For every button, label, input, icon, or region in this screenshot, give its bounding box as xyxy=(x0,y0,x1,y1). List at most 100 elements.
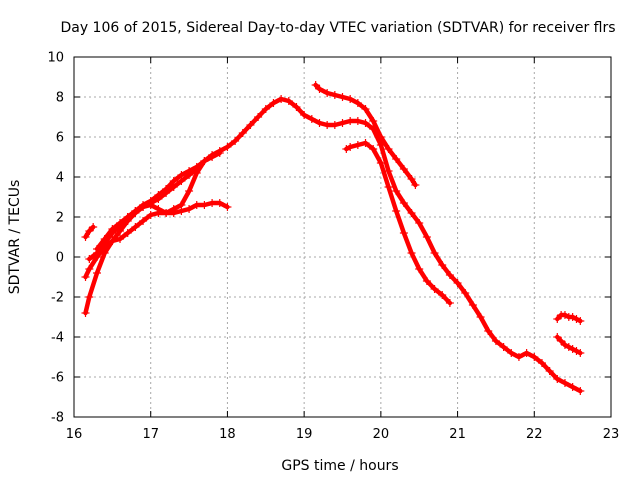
data-point xyxy=(568,345,577,353)
data-point xyxy=(284,97,293,105)
y-tick-label: -2 xyxy=(51,291,64,306)
data-point xyxy=(85,255,94,263)
data-point xyxy=(461,289,470,297)
data-point xyxy=(223,203,232,211)
data-point xyxy=(89,223,98,231)
data-point xyxy=(415,265,424,273)
data-point xyxy=(208,199,217,207)
data-point xyxy=(564,343,573,351)
data-point xyxy=(292,103,301,111)
series-arc-3 xyxy=(81,165,201,317)
data-point xyxy=(192,201,201,209)
y-tick-label: -6 xyxy=(51,371,64,386)
data-point xyxy=(162,209,171,217)
data-point xyxy=(177,171,186,179)
x-tick-label: 22 xyxy=(526,427,543,442)
data-point xyxy=(353,117,362,125)
data-point xyxy=(576,317,585,325)
data-point xyxy=(553,333,562,341)
data-point xyxy=(415,219,424,227)
y-tick-label: 10 xyxy=(47,51,64,66)
data-point xyxy=(154,205,163,213)
data-point xyxy=(438,261,447,269)
data-point xyxy=(384,145,393,153)
data-point xyxy=(116,235,125,243)
data-point xyxy=(330,91,339,99)
data-point xyxy=(93,245,102,253)
data-point xyxy=(81,233,90,241)
data-point xyxy=(108,225,117,233)
data-point xyxy=(376,159,385,167)
series-arc-9 xyxy=(553,333,585,357)
data-point xyxy=(346,143,355,151)
data-point xyxy=(522,349,531,357)
series-arc-6 xyxy=(311,81,420,189)
data-point xyxy=(491,337,500,345)
data-point xyxy=(185,187,194,195)
data-point xyxy=(346,95,355,103)
data-point xyxy=(430,249,439,257)
y-tick-label: -8 xyxy=(51,411,64,426)
data-point xyxy=(560,379,569,387)
data-point xyxy=(330,121,339,129)
data-point xyxy=(576,387,585,395)
data-point xyxy=(545,367,554,375)
y-axis-label: SDTVAR / TECUs xyxy=(7,180,23,295)
data-point xyxy=(346,117,355,125)
series-arc-8 xyxy=(553,311,585,325)
data-point xyxy=(246,121,255,129)
data-point xyxy=(407,209,416,217)
data-point xyxy=(338,93,347,101)
x-tick-label: 20 xyxy=(373,427,390,442)
data-point xyxy=(507,349,516,357)
data-point xyxy=(560,341,569,349)
data-point xyxy=(223,143,232,151)
data-point xyxy=(399,229,408,237)
data-point xyxy=(557,337,566,345)
data-point xyxy=(169,209,178,217)
x-axis-label: GPS time / hours xyxy=(281,458,398,474)
data-point xyxy=(399,199,408,207)
plot-frame xyxy=(73,56,612,418)
data-point xyxy=(208,153,217,161)
data-point xyxy=(315,119,324,127)
data-point xyxy=(177,207,186,215)
series-arc-5 xyxy=(93,149,224,253)
data-point xyxy=(154,191,163,199)
data-point xyxy=(392,187,401,195)
data-point xyxy=(315,85,324,93)
data-point xyxy=(353,141,362,149)
data-point xyxy=(131,207,140,215)
data-point xyxy=(453,279,462,287)
data-point xyxy=(361,139,370,147)
axis-ticks: 16 17 18 19 20 21 22 23 -8 -6 -4 -2 0 2 4 6 8 10 xyxy=(47,51,619,443)
data-point xyxy=(576,349,585,357)
data-point xyxy=(384,183,393,191)
data-point xyxy=(123,213,132,221)
data-point xyxy=(430,285,439,293)
data-point xyxy=(422,233,431,241)
data-point xyxy=(422,277,431,285)
data-point xyxy=(139,217,148,225)
data-point xyxy=(445,271,454,279)
data-point xyxy=(100,249,109,257)
data-point xyxy=(162,185,171,193)
data-point xyxy=(338,119,347,127)
data-point xyxy=(572,315,581,323)
data-point xyxy=(514,353,523,361)
data-point xyxy=(411,181,420,189)
data-point xyxy=(231,137,240,145)
data-point xyxy=(560,311,569,319)
data-point xyxy=(445,299,454,307)
y-tick-label: 8 xyxy=(56,91,64,106)
data-point xyxy=(311,81,320,89)
data-point xyxy=(215,149,224,157)
data-point xyxy=(85,293,94,301)
data-point xyxy=(530,353,539,361)
y-tick-label: -4 xyxy=(51,331,64,346)
data-point xyxy=(342,145,351,153)
data-point xyxy=(254,113,263,121)
data-point xyxy=(476,313,485,321)
data-point xyxy=(261,105,270,113)
data-point xyxy=(85,265,94,273)
